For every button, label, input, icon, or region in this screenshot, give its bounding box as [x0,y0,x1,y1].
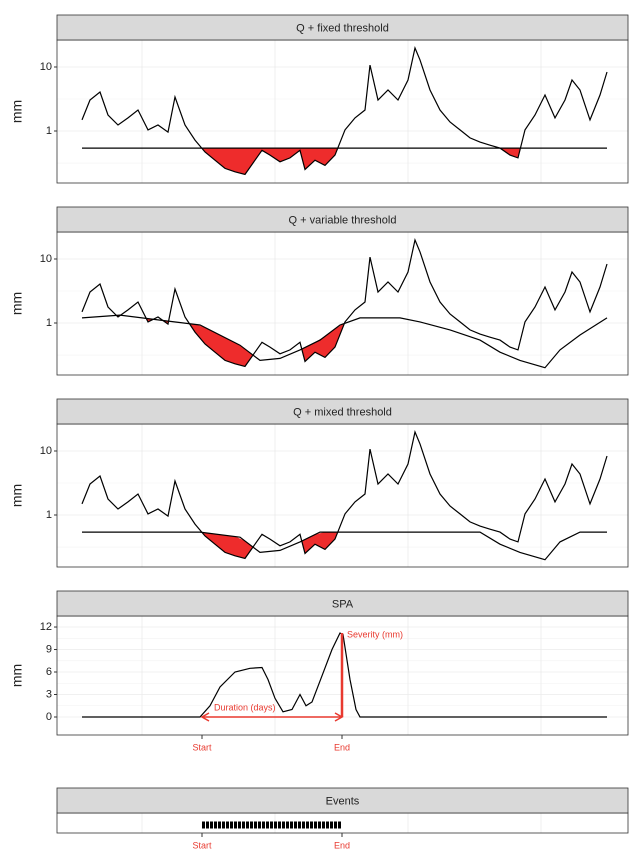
y-tick-label: 1 [46,509,52,521]
series-line [82,632,607,718]
series-line [81,430,608,560]
strip-title: Q + variable threshold [289,214,397,226]
strip [56,398,629,425]
y-tick-label: 6 [46,666,52,678]
duration-label: Duration (days) [214,702,276,712]
strip-title: Events [326,795,360,807]
y-axis-label: mm [9,664,25,687]
y-tick-label: 1 [46,317,52,329]
y-tick-label: 0 [46,711,52,723]
strip [56,14,629,41]
panel-background [57,813,628,833]
strip-title: SPA [332,598,354,610]
start-label: Start [192,840,212,850]
y-tick-label: 12 [40,621,52,633]
y-tick-label: 10 [40,445,52,457]
end-label: End [334,742,350,752]
y-axis-label: mm [9,484,25,507]
panel-background [57,424,628,567]
deficit-area [234,147,246,175]
y-tick-label: 10 [40,61,52,73]
arrow-head [200,712,344,722]
y-axis-label: mm [9,292,25,315]
y-tick-label: 9 [46,643,52,655]
panel-background [57,232,628,375]
end-label: End [334,840,350,850]
strip [56,787,629,814]
y-tick-label: 3 [46,688,52,700]
start-label: Start [192,742,212,752]
panel-background [57,40,628,183]
y-axis-label: mm [9,100,25,123]
strip-title: Q + fixed threshold [296,22,389,34]
threshold-line [82,531,607,561]
threshold-line [81,314,608,369]
severity-label: Severity (mm) [347,629,403,639]
y-tick-label: 1 [46,125,52,137]
y-tick-label: 10 [40,253,52,265]
strip-title: Q + mixed threshold [293,406,392,418]
strip [56,590,629,617]
series-line [81,238,608,368]
strip [56,206,629,233]
series-line [81,46,608,176]
